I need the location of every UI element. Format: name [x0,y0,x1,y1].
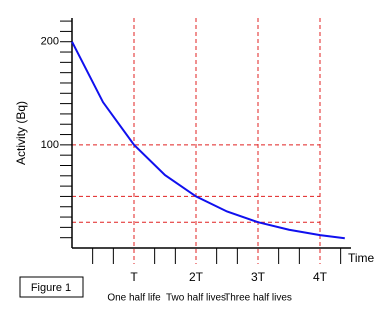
figure-box [19,276,84,298]
tick-note: Three half lives [224,293,292,304]
x-tick-label: 4T [313,270,328,284]
x-axis-label: Time [348,251,375,265]
y-axis-label: Activity (Bq) [14,101,28,165]
x-tick-label: 2T [189,270,204,284]
y-tick-label: 100 [41,139,59,151]
x-tick-label: T [130,270,138,284]
tick-note: One half life [107,293,161,304]
tick-note: Two half lives [166,293,226,304]
decay-curve [71,41,345,240]
x-tick-label: 3T [251,270,266,284]
figure-label: Figure 1 [31,282,71,294]
y-tick-label: 200 [41,36,59,48]
